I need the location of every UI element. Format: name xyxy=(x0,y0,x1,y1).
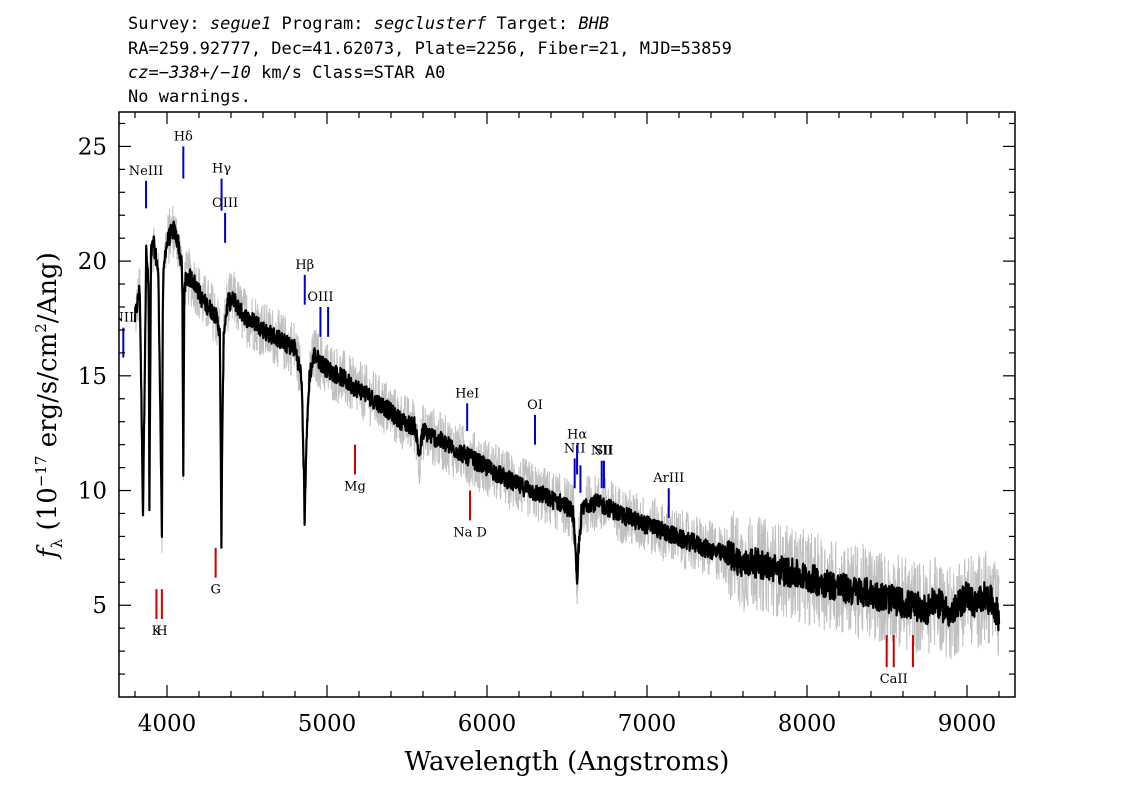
line-label-22: CaII xyxy=(880,672,908,687)
line-label-19: Mg xyxy=(344,479,366,494)
x-tick-label: 4000 xyxy=(138,711,197,737)
header-line-4: No warnings. xyxy=(128,87,251,107)
y-tick-label: 20 xyxy=(78,249,107,275)
line-label-0: NII xyxy=(112,311,134,326)
line-label-15: ArIII xyxy=(652,471,684,486)
line-label-5: Hβ xyxy=(295,258,314,273)
line-label-13: NII xyxy=(591,444,613,459)
line-label-1: NeIII xyxy=(129,164,163,179)
x-axis-title: Wavelength (Angstroms) xyxy=(405,747,730,777)
line-label-17: H xyxy=(156,624,167,639)
header-line-3: cz=−338+/−10 km/s Class=STAR A0 xyxy=(128,63,445,83)
y-tick-label: 15 xyxy=(78,364,107,390)
line-label-14: SII xyxy=(594,444,613,459)
line-label-10: NII xyxy=(564,441,586,456)
line-label-11: Hα xyxy=(567,428,587,443)
y-tick-label: 10 xyxy=(78,479,107,505)
header-line-2: RA=259.92777, Dec=41.62073, Plate=2256, … xyxy=(128,39,732,59)
line-label-20: Na D xyxy=(453,525,487,540)
x-tick-label: 6000 xyxy=(458,711,517,737)
line-label-9: OI xyxy=(527,398,543,413)
x-tick-label: 8000 xyxy=(778,711,837,737)
y-tick-label: 5 xyxy=(92,593,107,619)
x-tick-label: 7000 xyxy=(618,711,677,737)
line-label-3: Hγ xyxy=(212,162,231,177)
line-label-4: OIII xyxy=(212,196,238,211)
x-tick-label: 5000 xyxy=(298,711,357,737)
line-label-6: OIII xyxy=(307,290,333,305)
y-tick-label: 25 xyxy=(78,134,107,160)
x-tick-label: 9000 xyxy=(938,711,997,737)
plot-frame xyxy=(118,111,1016,698)
header-line-1: Survey: segue1 Program: segclusterf Targ… xyxy=(128,14,609,34)
line-markers: NIINeIIIHδHγOIIIHβOIIIHeIOINIIHαNIISIIAr… xyxy=(112,129,914,687)
axes: 4000 5000 6000 7000 8000 9000 5 10 15 20 25 xyxy=(78,112,1015,737)
line-label-16: K xyxy=(152,624,162,639)
plot-area: NIINeIIIHδHγOIIIHβOIIIHeIOINIIHαNIISIIAr… xyxy=(112,129,1001,687)
line-label-2: Hδ xyxy=(174,129,193,144)
line-label-18: G xyxy=(210,583,220,598)
spectrum-line xyxy=(133,220,1001,632)
error-band xyxy=(134,206,1000,660)
line-label-8: HeI xyxy=(455,386,479,401)
y-axis-title: fλ (10−17 erg/s/cm2/Ang) xyxy=(32,252,66,560)
